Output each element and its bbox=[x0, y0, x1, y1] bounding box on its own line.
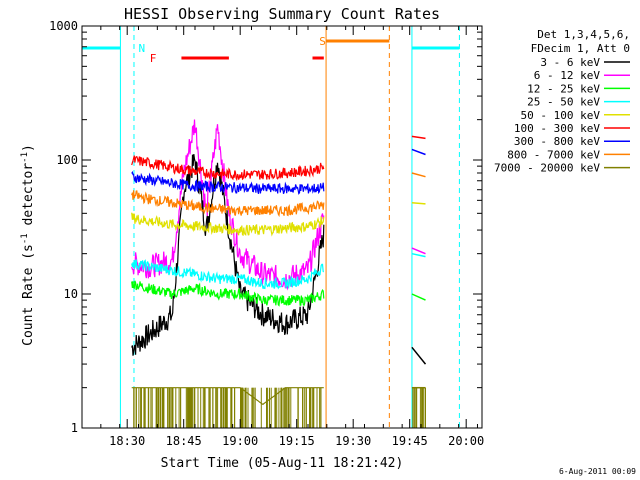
x-tick-label-0: 18:30 bbox=[109, 434, 145, 448]
series-line-6 bbox=[131, 170, 325, 195]
annotation-N: N bbox=[138, 42, 145, 55]
series-layer bbox=[131, 119, 427, 428]
y-tick-label-1: 10 bbox=[64, 287, 78, 301]
legend-header-1: Det 1,3,4,5,6, bbox=[537, 28, 630, 41]
series-line-1 bbox=[131, 119, 325, 291]
post-gap-line-3 bbox=[411, 201, 426, 205]
legend-label-1: 6 - 12 keV bbox=[534, 69, 601, 82]
post-gap-line-7 bbox=[411, 346, 427, 365]
x-axis-ticks: 18:30 18:45 19:00 19:15 19:30 19:45 20:00 bbox=[81, 26, 484, 448]
series-line-5 bbox=[131, 155, 325, 182]
chart-title: HESSI Observing Summary Count Rates bbox=[124, 5, 440, 23]
legend-label-6: 300 - 800 keV bbox=[514, 135, 600, 148]
y-axis-label: Count Rate (s-1 detector-1) bbox=[20, 144, 36, 346]
legend-label-2: 12 - 25 keV bbox=[527, 82, 600, 95]
legend-label-4: 50 - 100 keV bbox=[521, 109, 601, 122]
post-gap-line-2 bbox=[411, 172, 426, 178]
post-gap-line-0 bbox=[411, 135, 426, 140]
annotation-F: F bbox=[150, 52, 157, 65]
post-gap-line-5 bbox=[411, 252, 426, 258]
plot-frame-rect bbox=[81, 25, 483, 429]
x-tick-label-5: 19:45 bbox=[392, 434, 428, 448]
y-axis-ticks: 1 10 100 1000 bbox=[49, 19, 482, 435]
series-line-3 bbox=[131, 259, 325, 290]
legend-label-8: 7000 - 20000 keV bbox=[494, 162, 600, 175]
legend-label-7: 800 - 7000 keV bbox=[507, 148, 600, 161]
y-tick-label-0: 1 bbox=[71, 421, 78, 435]
series-line-7 bbox=[131, 190, 325, 218]
legend-header-2: FDecim 1, Att 0 bbox=[531, 42, 630, 55]
y-tick-label-3: 1000 bbox=[49, 19, 78, 33]
post-gap-line-4 bbox=[411, 247, 426, 255]
x-tick-label-4: 19:30 bbox=[335, 434, 371, 448]
y-tick-label-2: 100 bbox=[56, 153, 78, 167]
post-gap-line-1 bbox=[411, 148, 426, 156]
x-tick-label-2: 19:00 bbox=[222, 434, 258, 448]
post-gap-line-6 bbox=[411, 293, 426, 301]
legend-label-3: 25 - 50 keV bbox=[527, 96, 600, 109]
series-line-4 bbox=[131, 212, 325, 237]
series-line-2 bbox=[131, 280, 325, 307]
annotation-S: S bbox=[319, 35, 326, 48]
x-tick-label-3: 19:15 bbox=[279, 434, 315, 448]
legend: Det 1,3,4,5,6, FDecim 1, Att 0 3 - 6 keV… bbox=[494, 28, 630, 175]
x-axis-label: Start Time (05-Aug-11 18:21:42) bbox=[161, 456, 404, 471]
legend-label-5: 100 - 300 keV bbox=[514, 122, 600, 135]
x-tick-label-1: 18:45 bbox=[166, 434, 202, 448]
observing-bands: NF S bbox=[82, 26, 460, 428]
footer-date: 6-Aug-2011 00:09 bbox=[559, 467, 636, 476]
legend-label-0: 3 - 6 keV bbox=[540, 56, 600, 69]
plot-frame bbox=[81, 25, 483, 429]
x-tick-label-6: 20:00 bbox=[448, 434, 484, 448]
